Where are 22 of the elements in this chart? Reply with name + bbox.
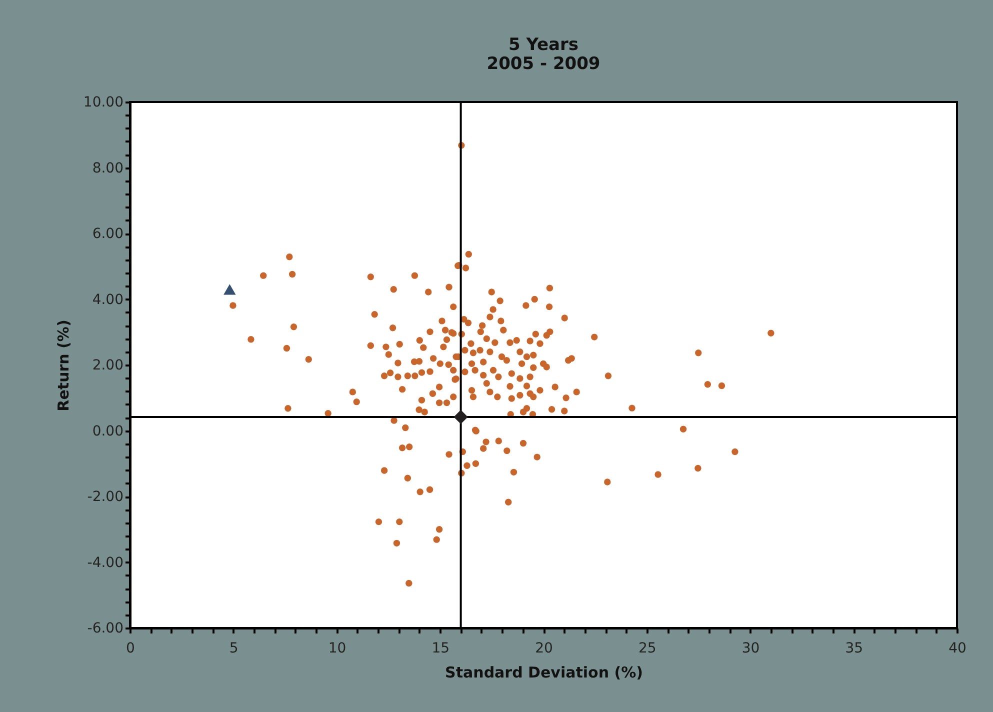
y-tick-label: 4.00 [92, 292, 124, 308]
x-tick-label: 15 [432, 640, 450, 656]
y-tick-label: 10.00 [83, 94, 124, 110]
x-tick-label: 0 [126, 640, 135, 656]
y-tick-label: -2.00 [87, 489, 124, 505]
x-tick-label: 20 [535, 640, 553, 656]
chart-subtitle: 2005 - 2009 [486, 54, 600, 74]
y-tick-label: 6.00 [92, 226, 124, 242]
y-tick-label: 2.00 [92, 358, 124, 374]
x-tick-label: 10 [328, 640, 346, 656]
x-tick-label: 30 [742, 640, 760, 656]
x-tick-label: 25 [638, 640, 656, 656]
y-tick-label: -4.00 [87, 554, 124, 571]
x-axis-title: Standard Deviation (%) [445, 664, 643, 682]
y-tick-label: 8.00 [92, 160, 124, 176]
y-tick-label: -6.00 [87, 620, 124, 636]
x-tick-label: 5 [229, 640, 238, 656]
y-axis-title: Return (%) [54, 320, 72, 412]
y-tick-label: 0.00 [92, 423, 124, 440]
x-tick-label: 40 [948, 640, 966, 656]
x-tick-label: 35 [845, 640, 864, 656]
chart-title: 5 Years [508, 35, 579, 55]
